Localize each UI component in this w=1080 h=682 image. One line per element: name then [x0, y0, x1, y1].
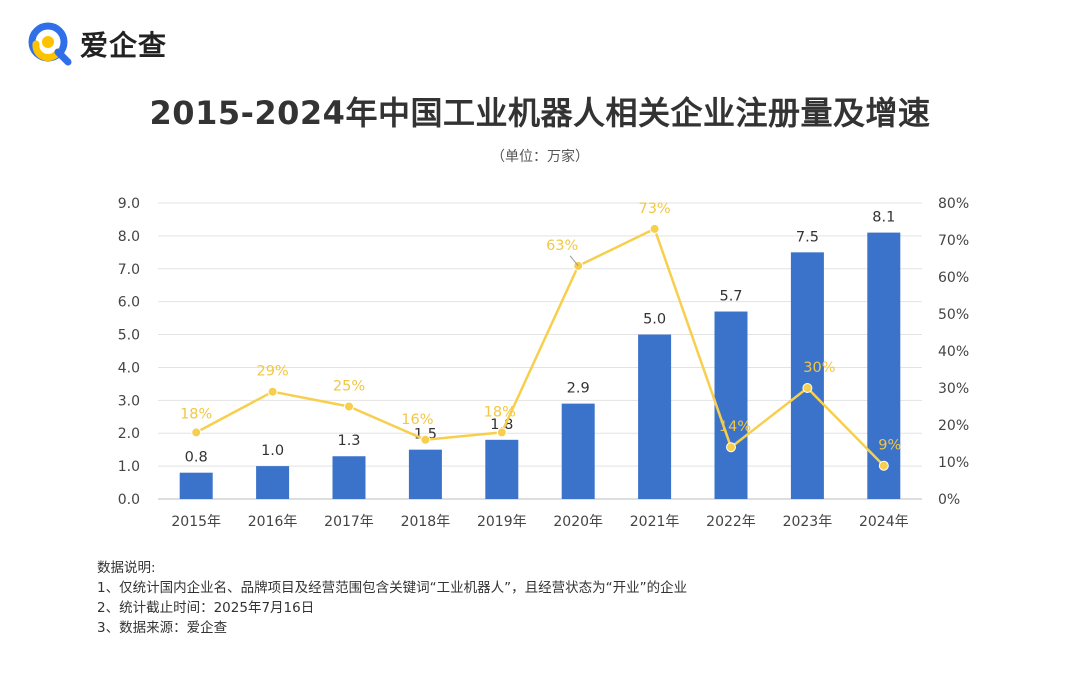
label-leader-line — [569, 255, 579, 267]
growth-point — [496, 427, 507, 438]
x-tick-label: 2015年 — [171, 514, 221, 530]
line-value-label: 63% — [546, 238, 578, 254]
chart-title: 2015-2024年中国工业机器人相关企业注册量及增速 — [149, 94, 931, 132]
notes-heading: 数据说明: — [97, 560, 156, 576]
y-left-tick-label: 2.0 — [118, 426, 140, 442]
bar-value-label: 1.0 — [261, 443, 284, 459]
y-left-tick-label: 5.0 — [118, 328, 140, 344]
x-tick-label: 2018年 — [401, 514, 451, 530]
x-tick-label: 2017年 — [324, 514, 374, 530]
data-notes: 数据说明: 1、仅统计国内企业名、品牌项目及经营范围包含关键词“工业机器人”，且… — [97, 558, 687, 638]
brand-name: 爱企查 — [80, 29, 168, 62]
notes-line-1: 1、仅统计国内企业名、品牌项目及经营范围包含关键词“工业机器人”，且经营状态为“… — [97, 580, 688, 596]
growth-point — [726, 442, 736, 453]
bar — [485, 439, 519, 499]
growth-point — [344, 401, 354, 412]
x-tick-label: 2024年 — [859, 514, 909, 530]
growth-point — [191, 427, 202, 438]
growth-point — [878, 460, 889, 471]
bar-value-label: 1.3 — [337, 433, 360, 449]
bar-value-label: 2.9 — [567, 381, 590, 397]
notes-line-2: 2、统计截止时间：2025年7月16日 — [97, 600, 315, 616]
bar-value-label: 7.5 — [796, 229, 819, 245]
y-left-tick-label: 7.0 — [118, 262, 140, 278]
growth-point — [267, 386, 278, 397]
bar-value-label: 5.7 — [719, 289, 742, 305]
y-left-tick-label: 6.0 — [118, 295, 140, 311]
bar — [561, 403, 595, 499]
y-left-tick-label: 9.0 — [118, 196, 140, 212]
line-value-label: 73% — [638, 201, 670, 217]
x-tick-label: 2022年 — [706, 514, 756, 530]
growth-line — [195, 227, 885, 467]
y-right-tick-label: 0% — [938, 492, 960, 508]
chart-subtitle: （单位：万家） — [491, 149, 589, 165]
line-value-label: 18% — [180, 406, 212, 422]
line-value-label: 25% — [333, 379, 365, 395]
line-value-label: 9% — [878, 438, 901, 454]
y-right-tick-label: 20% — [938, 418, 969, 434]
y-left-tick-label: 4.0 — [118, 360, 140, 376]
bar-value-label: 5.0 — [643, 312, 666, 328]
x-tick-label: 2023年 — [783, 514, 833, 530]
y-right-tick-label: 80% — [938, 196, 969, 212]
y-left-tick-label: 1.0 — [118, 459, 140, 475]
y-left-tick-label: 8.0 — [118, 229, 140, 245]
line-value-label: 16% — [401, 412, 433, 428]
bar-value-label: 0.8 — [185, 450, 208, 466]
y-left-tick-label: 0.0 — [118, 492, 140, 508]
bar — [332, 456, 366, 499]
line-value-label: 29% — [256, 364, 288, 380]
x-tick-label: 2020年 — [553, 514, 603, 530]
growth-point — [802, 383, 813, 393]
bar — [408, 449, 442, 499]
notes-line-3: 3、数据来源：爱企查 — [97, 620, 228, 636]
growth-point — [420, 434, 431, 445]
line-value-label: 18% — [484, 404, 516, 420]
y-right-tick-label: 60% — [938, 270, 969, 286]
brand-logo: 爱企查 — [28, 22, 167, 66]
x-tick-label: 2021年 — [630, 514, 680, 530]
bar — [714, 311, 748, 499]
line-value-label: 30% — [803, 360, 835, 376]
bar — [256, 466, 290, 499]
growth-point — [649, 223, 660, 234]
y-right-tick-label: 50% — [938, 307, 969, 323]
y-right-tick-label: 70% — [938, 233, 969, 249]
line-value-label: 14% — [719, 419, 751, 435]
x-tick-label: 2016年 — [248, 514, 298, 530]
y-right-tick-label: 40% — [938, 344, 969, 360]
y-right-tick-label: 30% — [938, 381, 969, 397]
y-left-tick-label: 3.0 — [118, 393, 140, 409]
x-tick-label: 2019年 — [477, 514, 527, 530]
bar — [638, 334, 672, 499]
bar — [867, 232, 901, 499]
bar-value-label: 8.1 — [872, 210, 895, 226]
y-right-tick-label: 10% — [938, 455, 969, 471]
bar — [790, 252, 824, 499]
search-q-logo-icon — [28, 22, 72, 66]
bar — [179, 472, 213, 499]
